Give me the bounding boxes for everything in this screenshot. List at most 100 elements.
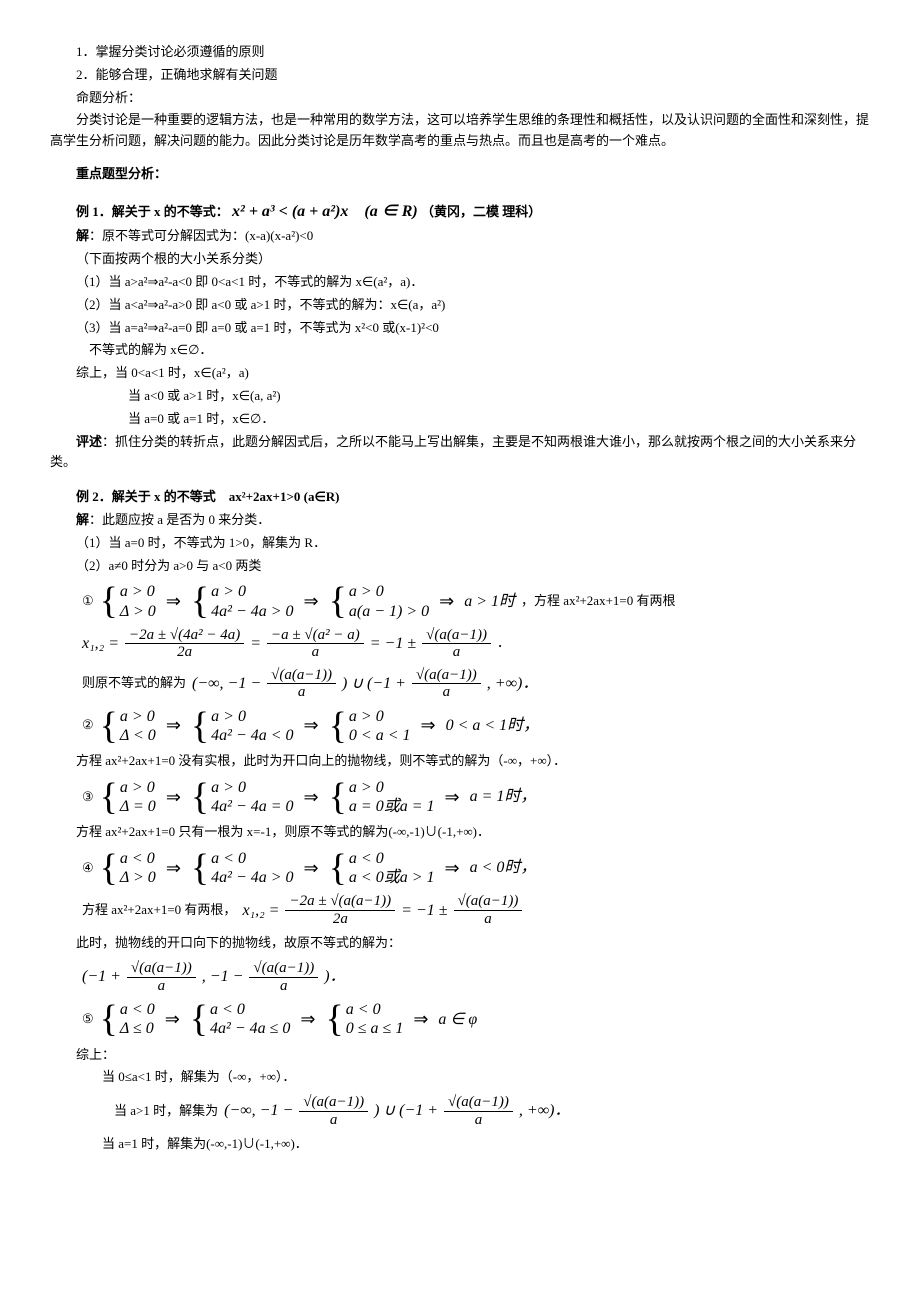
- arrow-icon: ⇒: [162, 783, 185, 812]
- ex1-sol-7: 当 a<0 或 a>1 时，x∈(a, a²): [50, 386, 870, 407]
- ssfb2: a: [439, 684, 455, 701]
- c3s1r1: a > 0: [120, 778, 156, 797]
- comment-label: 评述: [76, 434, 102, 449]
- arrow-icon: ⇒: [300, 854, 323, 883]
- ex2-case3-line: ③ {a > 0Δ = 0 ⇒ {a > 04a² − 4a = 0 ⇒ {a …: [82, 778, 870, 816]
- case3-num: ③: [82, 787, 94, 808]
- c4so: (−1 +: [82, 964, 121, 990]
- rf1t: −2a ± √(4a² − 4a): [125, 627, 244, 645]
- roots-dot: ．: [497, 633, 510, 654]
- c4sfb: a: [154, 978, 170, 995]
- c2s1r2: Δ < 0: [120, 726, 156, 745]
- ex2-case4-roots: 方程 ax²+2ax+1=0 有两根， x₁,₂ = −2a ± √(a(a−1…: [82, 893, 870, 927]
- c1s3r2: a(a − 1) > 0: [349, 602, 429, 621]
- ss-close: , +∞)．: [487, 671, 539, 697]
- c2s2r1: a > 0: [211, 707, 293, 726]
- s2-open: (−∞, −1 −: [224, 1098, 293, 1124]
- case2-num: ②: [82, 715, 94, 736]
- c4f2b: a: [480, 911, 496, 928]
- ex2-case1-line: ① {a > 0Δ > 0 ⇒ {a > 04a² − 4a > 0 ⇒ {a …: [82, 582, 870, 620]
- c3-result: a = 1时，: [470, 784, 537, 810]
- c2-result: 0 < a < 1时，: [446, 713, 540, 739]
- c3s3r2: a = 0或a = 1: [349, 797, 435, 816]
- rf2t: −a ± √(a² − a): [267, 627, 364, 645]
- c5s1r1: a < 0: [120, 1000, 155, 1019]
- ex2-roots-line: x₁,₂ = −2a ± √(4a² − 4a)2a = −a ± √(a² −…: [82, 627, 870, 661]
- c4-rlhs: x₁,₂ =: [242, 898, 279, 924]
- c1s2r1: a > 0: [211, 582, 293, 601]
- roots-pm: = −1 ±: [370, 631, 416, 657]
- c4s3r1: a < 0: [349, 849, 435, 868]
- arrow-icon: ⇒: [162, 587, 185, 616]
- ex2-sol0-text: ：此题应按 a 是否为 0 来分类．: [89, 512, 270, 527]
- rf3b: a: [449, 644, 465, 661]
- c5s3r1: a < 0: [346, 1000, 404, 1019]
- arrow-icon: ⇒: [441, 783, 464, 812]
- c4-pm: = −1 ±: [401, 898, 447, 924]
- c4s2r2: 4a² − 4a > 0: [211, 868, 293, 887]
- case3-text: 方程 ax²+2ax+1=0 只有一根为 x=-1，则原不等式的解为(-∞,-1…: [50, 822, 870, 843]
- s2ft: √(a(a−1)): [299, 1094, 368, 1112]
- ss-mid: ) ∪ (−1 +: [342, 671, 406, 697]
- ss-open: (−∞, −1 −: [192, 671, 261, 697]
- ex1-sol-2: （1）当 a>a²⇒a²-a<0 即 0<a<1 时，不等式的解为 x∈(a²，…: [50, 272, 870, 293]
- ssft: √(a(a−1)): [267, 667, 336, 685]
- ex1-title-prefix: 例 1．解关于 x 的不等式：: [76, 204, 229, 219]
- c5s2r1: a < 0: [210, 1000, 290, 1019]
- roots-lhs: x₁,₂ =: [82, 631, 119, 657]
- c1s1r1: a > 0: [120, 582, 156, 601]
- c4f2t: √(a(a−1)): [454, 893, 523, 911]
- section-title: 重点题型分析：: [50, 164, 870, 185]
- c3s2r2: 4a² − 4a = 0: [211, 797, 293, 816]
- header-line2: 2．能够合理，正确地求解有关问题: [50, 65, 870, 86]
- c4sft: √(a(a−1)): [127, 960, 196, 978]
- ex1-comment: 评述：抓住分类的转折点，此题分解因式后，之所以不能马上写出解集，主要是不知两根谁…: [50, 432, 870, 474]
- ex2-sol-0: 解：此题应按 a 是否为 0 来分类．: [50, 510, 870, 531]
- c4sc: )．: [324, 964, 345, 990]
- summary-label: 综上：: [50, 1045, 870, 1066]
- sol-label: 解: [76, 228, 89, 243]
- ex1-title-math: x² + a³ < (a + a²)x (a ∈ R): [232, 203, 418, 220]
- c3s3r1: a > 0: [349, 778, 435, 797]
- s2fb: a: [326, 1112, 342, 1129]
- ss-pre: 则原不等式的解为: [82, 673, 186, 694]
- arrow-icon: ⇒: [435, 587, 458, 616]
- c3s1r2: Δ = 0: [120, 797, 156, 816]
- ex1-sol-1: （下面按两个根的大小关系分类）: [50, 249, 870, 270]
- c5s3r2: 0 ≤ a ≤ 1: [346, 1019, 404, 1038]
- c4f1t: −2a ± √(a(a−1)): [285, 893, 395, 911]
- case5-num: ⑤: [82, 1009, 94, 1030]
- c1-tail: ，方程 ax²+2ax+1=0 有两根: [521, 591, 675, 612]
- c5s2r2: 4a² − 4a ≤ 0: [210, 1019, 290, 1038]
- header-para: 分类讨论是一种重要的逻辑方法，也是一种常用的数学方法，这可以培养学生思维的条理性…: [50, 110, 870, 152]
- ex1-title-suffix: （黄冈，二模 理科）: [421, 204, 541, 219]
- arrow-icon: ⇒: [162, 711, 185, 740]
- summary1: 当 0≤a<1 时，解集为（-∞，+∞）．: [50, 1067, 870, 1088]
- ex2-title: 例 2．解关于 x 的不等式 ax²+2ax+1>0 (a∈R): [50, 487, 870, 508]
- summary2-line: 当 a>1 时，解集为 (−∞, −1 − √(a(a−1))a ) ∪ (−1…: [114, 1094, 870, 1128]
- s2-mid: ) ∪ (−1 +: [374, 1098, 438, 1124]
- ex2-sol-2: （2）a≠0 时分为 a>0 与 a<0 两类: [50, 556, 870, 577]
- ex1-title: 例 1．解关于 x 的不等式： x² + a³ < (a + a²)x (a ∈…: [50, 199, 870, 225]
- case1-num: ①: [82, 591, 94, 612]
- header-line1: 1．掌握分类讨论必须遵循的原则: [50, 42, 870, 63]
- c3s2r1: a > 0: [211, 778, 293, 797]
- c4s1r2: Δ > 0: [120, 868, 156, 887]
- ex2-case5-line: ⑤ {a < 0Δ ≤ 0 ⇒ {a < 04a² − 4a ≤ 0 ⇒ {a …: [82, 1000, 870, 1038]
- c2s3r2: 0 < a < 1: [349, 726, 411, 745]
- c2s1r1: a > 0: [120, 707, 156, 726]
- c1s1r2: Δ > 0: [120, 602, 156, 621]
- c1s3r1: a > 0: [349, 582, 429, 601]
- c2s3r1: a > 0: [349, 707, 411, 726]
- rf3t: √(a(a−1)): [422, 627, 491, 645]
- case4-text2: 此时，抛物线的开口向下的抛物线，故原不等式的解为：: [50, 933, 870, 954]
- ssft2: √(a(a−1)): [412, 667, 481, 685]
- ex2-case2-line: ② {a > 0Δ < 0 ⇒ {a > 04a² − 4a < 0 ⇒ {a …: [82, 707, 870, 745]
- ex2-case4-line: ④ {a < 0Δ > 0 ⇒ {a < 04a² − 4a > 0 ⇒ {a …: [82, 849, 870, 887]
- case4-num: ④: [82, 858, 94, 879]
- ssfb: a: [294, 684, 310, 701]
- ex1-sol-5: 不等式的解为 x∈∅．: [50, 340, 870, 361]
- ex2-solset-line: 则原不等式的解为 (−∞, −1 − √(a(a−1))a ) ∪ (−1 + …: [82, 667, 870, 701]
- c4f1b: 2a: [329, 911, 352, 928]
- ex2-sol-label: 解: [76, 512, 89, 527]
